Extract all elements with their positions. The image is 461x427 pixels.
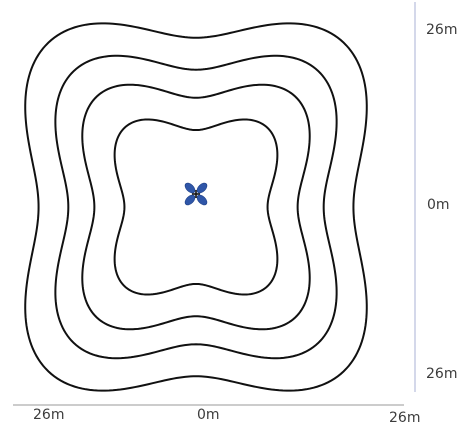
quad-lobe-emitter-icon [184, 182, 208, 206]
contour-ring-outer [24, 22, 368, 392]
right-axis-middle-label: 0m [427, 197, 450, 213]
bottom-axis-right-label: 26m [389, 410, 421, 426]
bottom-axis-left-label: 26m [33, 407, 65, 423]
right-axis-bottom-label: 26m [426, 366, 458, 382]
contour-ring-inner [113, 118, 279, 296]
contour-rings [24, 22, 368, 392]
contour-ring-3 [81, 83, 311, 331]
bottom-axis-middle-label: 0m [197, 407, 220, 423]
right-axis-top-label: 26m [426, 22, 458, 38]
contour-ring-2 [54, 54, 338, 360]
